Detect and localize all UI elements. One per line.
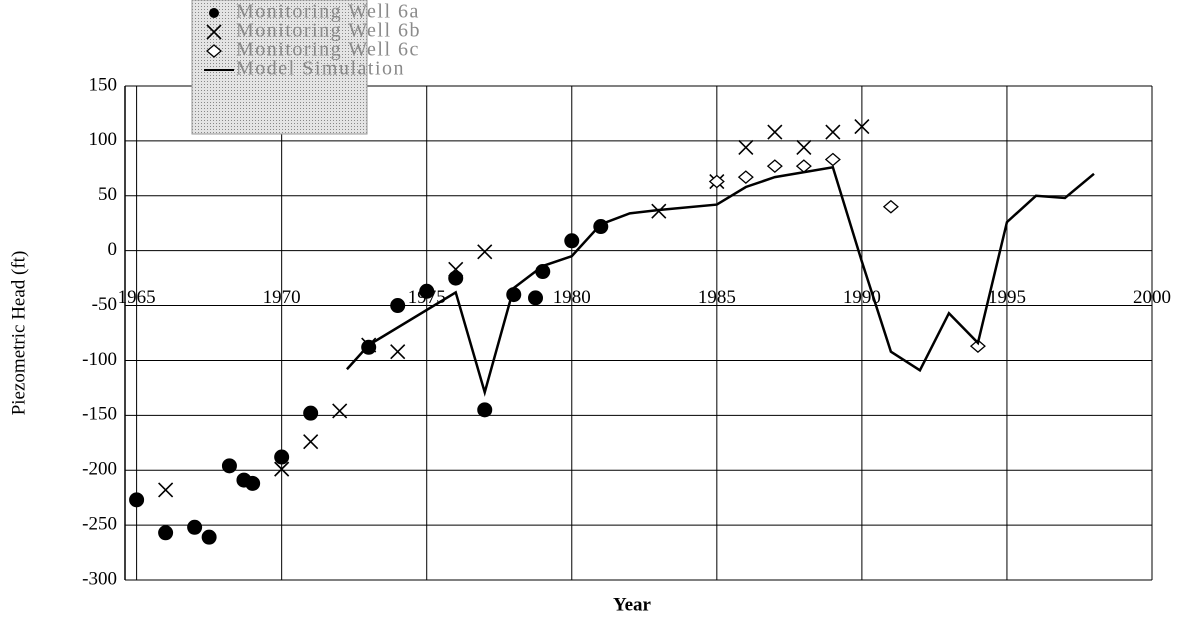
point: [158, 482, 174, 498]
y-tick-label: -50: [92, 294, 117, 315]
point: [824, 152, 841, 167]
legend-swatch: [209, 8, 219, 18]
legend-label: Monitoring Well 6a: [236, 1, 420, 23]
legend-label: Model Simulation: [236, 58, 405, 80]
point: [882, 199, 899, 214]
point: [390, 344, 406, 360]
y-tick-label: 150: [89, 74, 118, 95]
point: [419, 283, 435, 299]
point: [477, 402, 493, 418]
point: [303, 405, 319, 421]
point: [448, 261, 464, 277]
point: [303, 434, 319, 450]
y-tick-label: 100: [89, 129, 118, 150]
line: [346, 165, 1095, 397]
point: [738, 139, 754, 156]
point: [187, 519, 203, 535]
point: [158, 525, 174, 541]
point: [201, 529, 217, 545]
point: [528, 290, 544, 306]
y-tick-label: 50: [98, 184, 117, 205]
y-tick-label: -200: [82, 459, 117, 480]
point: [737, 170, 754, 184]
y-tick-label: -150: [82, 404, 117, 425]
legend-box: [191, 0, 368, 135]
point: [390, 298, 406, 314]
point: [796, 139, 812, 156]
point: [221, 458, 237, 474]
point: [448, 270, 464, 286]
legend-swatch: [206, 24, 222, 40]
point: [825, 124, 841, 140]
y-tick-label: -300: [82, 568, 117, 589]
legend-label: Monitoring Well 6b: [236, 20, 421, 42]
x-axis-label: Year: [613, 594, 652, 615]
y-axis-label: Piezometric Head (ft): [8, 251, 29, 416]
point: [245, 475, 261, 491]
point: [767, 124, 783, 140]
y-tick-label: 0: [108, 239, 118, 260]
y-tick-label: -100: [82, 349, 117, 370]
legend-label: Monitoring Well 6c: [236, 39, 420, 61]
point: [564, 233, 580, 249]
point: [477, 244, 493, 260]
point: [332, 403, 348, 419]
y-tick-label: -250: [82, 513, 117, 534]
point: [274, 461, 290, 477]
legend-swatch: [206, 44, 222, 58]
point: [129, 492, 145, 508]
point: [708, 174, 725, 189]
point: [274, 449, 290, 465]
point: [854, 119, 870, 135]
point: [969, 339, 986, 354]
point: [766, 159, 783, 173]
